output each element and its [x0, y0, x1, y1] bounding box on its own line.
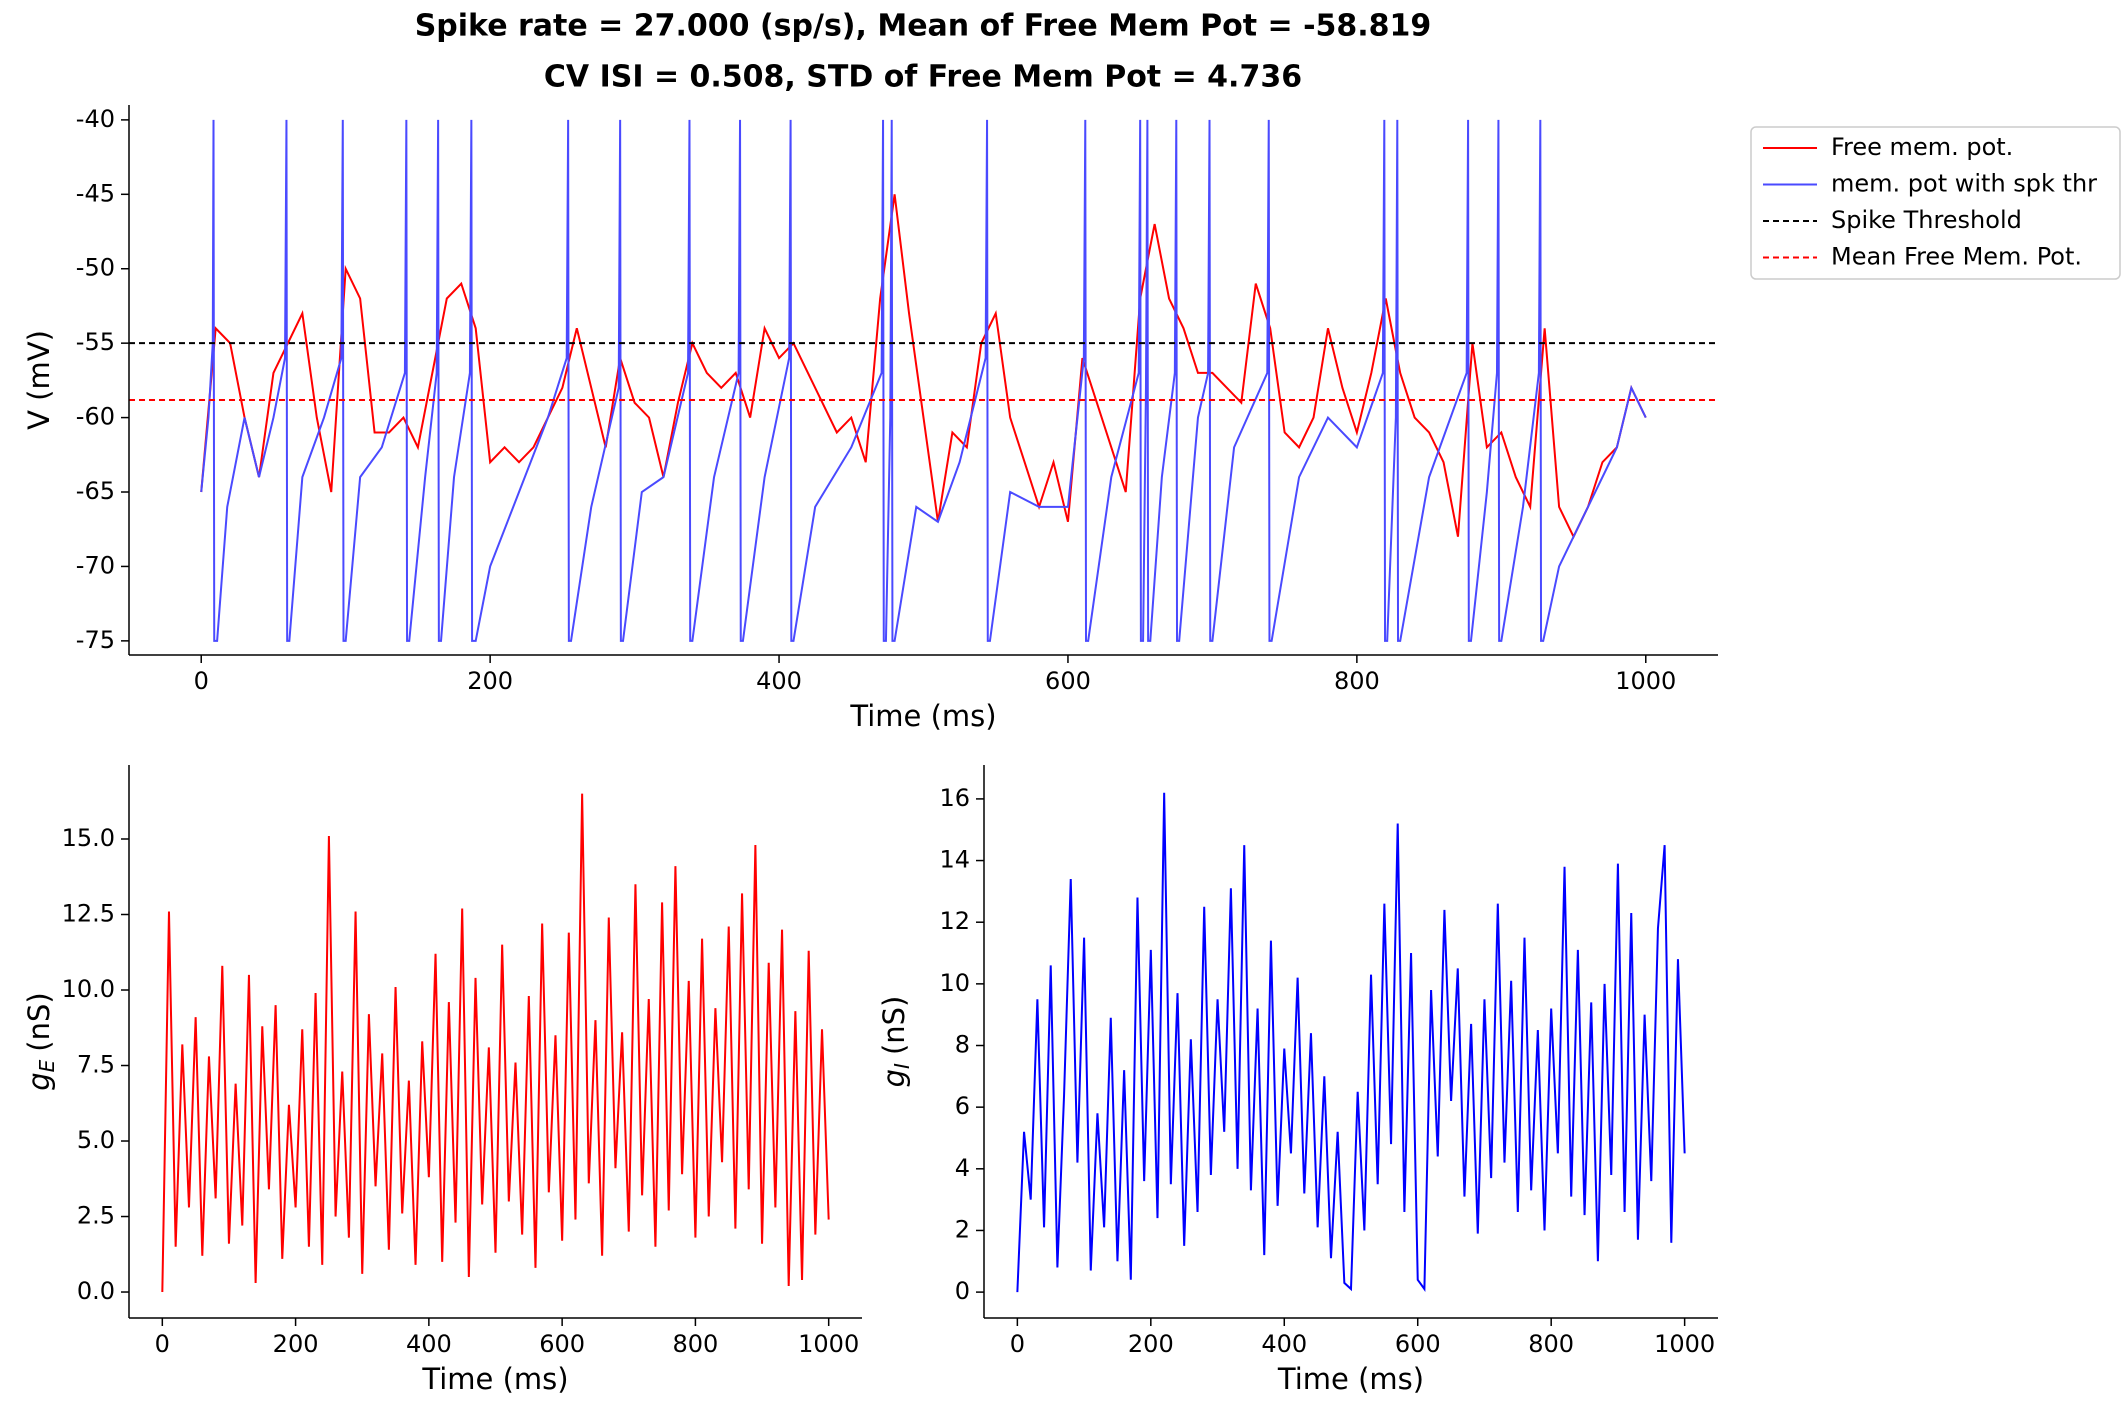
- y-tick-label: 10: [939, 969, 970, 997]
- y-tick-label: 15.0: [62, 824, 115, 852]
- x-tick-label: 600: [1395, 1330, 1441, 1358]
- y-label-unit: (nS): [22, 992, 56, 1051]
- x-tick-label: 0: [155, 1330, 170, 1358]
- y-tick-label: -40: [76, 105, 115, 133]
- x-tick-label: 1000: [1615, 667, 1676, 695]
- y-tick-label: 6: [955, 1092, 970, 1120]
- y-tick-label: 12: [939, 907, 970, 935]
- y-tick-label: 12.5: [62, 900, 115, 928]
- y-tick-label: -65: [76, 477, 115, 505]
- y-tick-label: -55: [76, 328, 115, 356]
- y-tick-label: -45: [76, 179, 115, 207]
- y-tick-label: -70: [76, 551, 115, 579]
- y-tick-label: 2: [955, 1215, 970, 1243]
- legend-label: mem. pot with spk thr: [1831, 170, 2097, 198]
- x-tick-label: 400: [756, 667, 802, 695]
- x-tick-label: 400: [406, 1330, 452, 1358]
- x-tick-label: 800: [1334, 667, 1380, 695]
- y-tick-label: 0.0: [77, 1277, 115, 1305]
- x-tick-label: 0: [194, 667, 209, 695]
- y-tick-label: -75: [76, 626, 115, 654]
- data-line: [200, 119, 1647, 642]
- x-tick-label: 600: [1045, 667, 1091, 695]
- y-label-sub: I: [890, 1063, 914, 1069]
- x-tick-label: 200: [273, 1330, 319, 1358]
- y-label-symbol: g: [22, 1072, 56, 1090]
- y-tick-label: 5.0: [77, 1126, 115, 1154]
- y-label-sub: E: [35, 1059, 59, 1072]
- y-tick-label: 8: [955, 1031, 970, 1059]
- y-label-symbol: g: [877, 1069, 911, 1087]
- y-tick-label: 10.0: [62, 975, 115, 1003]
- y-tick-label: 16: [939, 784, 970, 812]
- y-axis-label: gI (nS): [877, 996, 914, 1088]
- x-tick-label: 800: [673, 1330, 719, 1358]
- y-tick-label: 14: [939, 846, 970, 874]
- x-tick-label: 200: [1128, 1330, 1174, 1358]
- x-tick-label: 1000: [798, 1330, 859, 1358]
- y-axis-label: V (mV): [22, 330, 56, 430]
- x-tick-label: 200: [467, 667, 513, 695]
- y-tick-label: -60: [76, 403, 115, 431]
- data-line: [1016, 792, 1686, 1293]
- x-tick-label: 0: [1010, 1330, 1025, 1358]
- x-axis-label: Time (ms): [1277, 1362, 1424, 1396]
- x-tick-label: 800: [1528, 1330, 1574, 1358]
- x-tick-label: 1000: [1654, 1330, 1715, 1358]
- x-tick-label: 400: [1261, 1330, 1307, 1358]
- y-tick-label: 7.5: [77, 1051, 115, 1079]
- chart-title: Spike rate = 27.000 (sp/s), Mean of Free…: [415, 9, 1432, 44]
- data-line: [200, 194, 1647, 539]
- legend-label: Free mem. pot.: [1831, 133, 2013, 161]
- y-tick-label: 4: [955, 1154, 970, 1182]
- data-line: [161, 793, 830, 1293]
- y-axis-label: gE (nS): [22, 992, 59, 1090]
- y-tick-label: 0: [955, 1277, 970, 1305]
- x-axis-label: Time (ms): [849, 699, 996, 733]
- legend-label: Spike Threshold: [1831, 206, 2022, 234]
- y-tick-label: 2.5: [77, 1202, 115, 1230]
- y-label-unit: (nS): [877, 996, 911, 1055]
- chart-subtitle: CV ISI = 0.508, STD of Free Mem Pot = 4.…: [544, 60, 1302, 95]
- y-tick-label: -50: [76, 254, 115, 282]
- x-tick-label: 600: [539, 1330, 585, 1358]
- legend-box: [1750, 126, 2121, 280]
- legend-label: Mean Free Mem. Pot.: [1831, 243, 2082, 271]
- x-axis-label: Time (ms): [421, 1362, 568, 1396]
